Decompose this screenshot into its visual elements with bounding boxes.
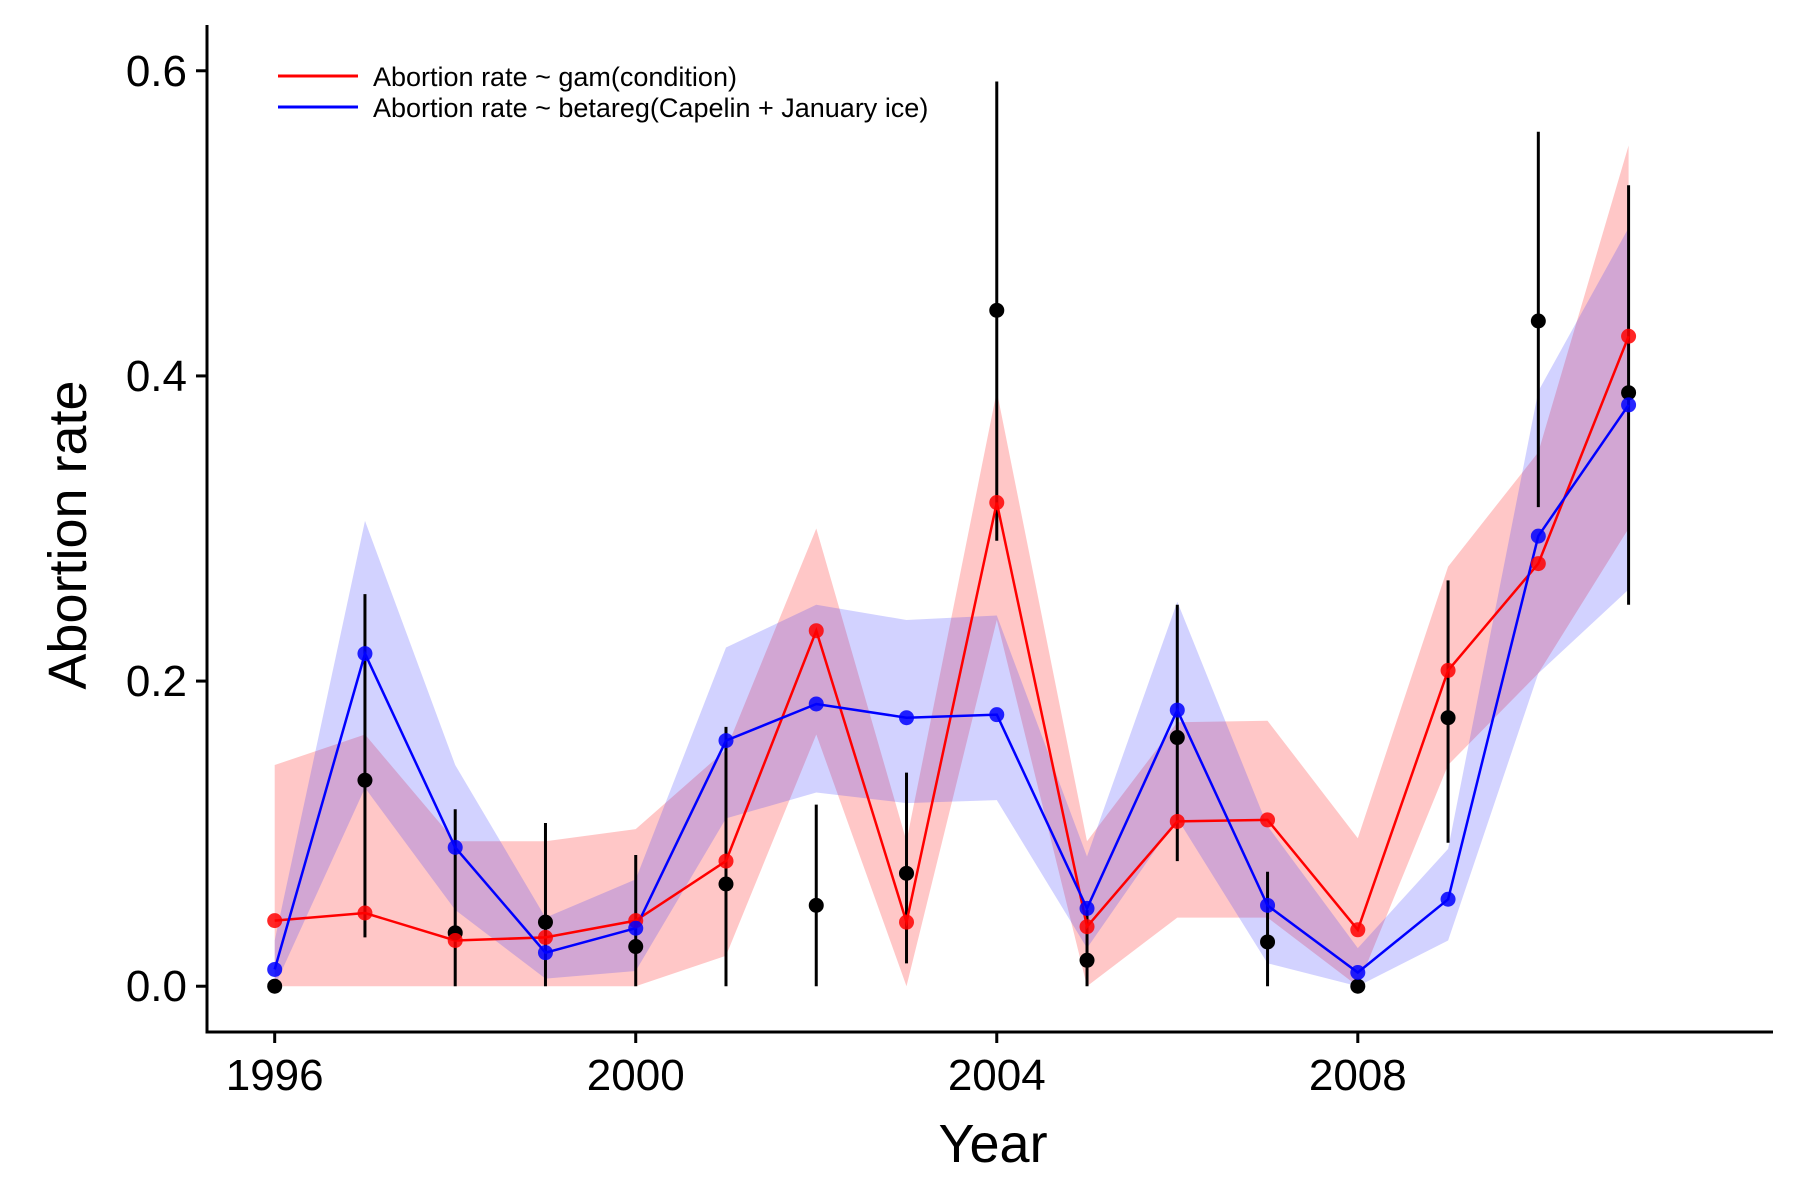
point-betareg (989, 707, 1005, 723)
point-gam (808, 623, 824, 639)
observed-point (1350, 978, 1366, 994)
point-gam (1350, 922, 1366, 938)
point-gam (1530, 556, 1546, 572)
y-axis-title: Abortion rate (38, 380, 98, 689)
observed-point (537, 914, 553, 930)
observed-point (1169, 730, 1185, 746)
legend-label-betareg: Abortion rate ~ betareg(Capelin + Januar… (373, 93, 928, 123)
legend: Abortion rate ~ gam(condition) Abortion … (278, 62, 928, 123)
legend-label-gam: Abortion rate ~ gam(condition) (373, 62, 737, 92)
observed-point (718, 876, 734, 892)
point-betareg (1621, 397, 1637, 413)
point-gam (267, 913, 283, 929)
point-gam (1621, 328, 1637, 344)
point-gam (1260, 812, 1276, 828)
observed-point (267, 978, 283, 994)
x-axis-title: Year (938, 1114, 1047, 1174)
x-tick-label: 2000 (587, 1051, 685, 1100)
observed-point (808, 897, 824, 913)
point-betareg (1260, 897, 1276, 913)
x-tick-label: 2008 (1309, 1051, 1407, 1100)
x-axis-ticks: 1996 2000 2004 2008 (226, 1032, 1407, 1100)
y-tick-label: 0.6 (126, 47, 187, 96)
point-betareg (1350, 964, 1366, 980)
point-betareg (1079, 900, 1095, 916)
observed-point (357, 772, 373, 788)
point-betareg (899, 710, 915, 726)
point-gam (357, 905, 373, 921)
point-betareg (267, 961, 283, 977)
point-gam (718, 853, 734, 869)
series-line-betareg (273, 404, 1630, 975)
point-betareg (357, 646, 373, 662)
observed-point (628, 939, 644, 955)
observed-point (1530, 313, 1546, 329)
y-tick-label: 0.2 (126, 657, 187, 706)
y-axis-ticks: 0.0 0.2 0.4 0.6 (126, 47, 207, 1011)
point-gam (537, 929, 553, 945)
point-betareg (628, 920, 644, 936)
point-gam (447, 932, 463, 948)
point-gam (989, 495, 1005, 511)
data-points (267, 302, 1637, 994)
series-line-gam (274, 335, 1630, 942)
point-betareg (808, 696, 824, 712)
point-gam (899, 914, 915, 930)
point-gam (1169, 813, 1185, 829)
point-gam (1079, 919, 1095, 935)
point-betareg (1530, 528, 1546, 544)
observed-point (899, 865, 915, 881)
series-lines (273, 335, 1630, 975)
observed-point (1621, 385, 1637, 401)
observed-point (1079, 952, 1095, 968)
point-betareg (1169, 702, 1185, 718)
y-tick-label: 0.4 (126, 352, 187, 401)
x-tick-label: 2004 (948, 1051, 1046, 1100)
observed-point (1440, 710, 1456, 726)
y-tick-label: 0.0 (126, 962, 187, 1011)
point-gam (1440, 662, 1456, 678)
point-betareg (1440, 891, 1456, 907)
point-betareg (718, 733, 734, 749)
confidence-bands (274, 145, 1629, 987)
confidence-band-gam (274, 145, 1629, 987)
point-betareg (537, 945, 553, 961)
point-betareg (447, 839, 463, 855)
observed-point (1260, 934, 1276, 950)
x-tick-label: 1996 (226, 1051, 324, 1100)
observed-point (989, 302, 1005, 318)
